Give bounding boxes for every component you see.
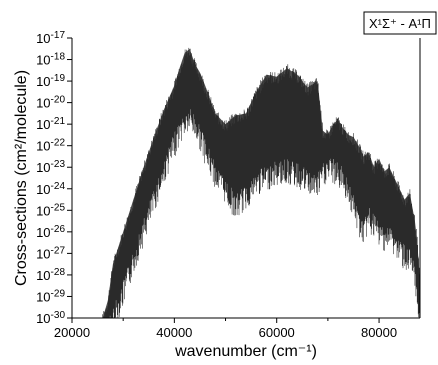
y-tick-label: 10-24	[36, 181, 65, 197]
plot-area	[97, 47, 420, 318]
legend-label: X¹Σ⁺ - A¹Π	[369, 16, 431, 31]
x-axis-ticks: 20000 40000 60000 80000	[54, 318, 397, 340]
legend-box	[363, 11, 437, 35]
y-tick-label: 10-22	[36, 138, 65, 154]
y-tick-label: 10-26	[36, 224, 65, 240]
axes	[71, 38, 421, 319]
y-tick-label: 10-18	[36, 52, 65, 68]
y-axis-ticks: 10-30 10-29 10-28 10-27 10-26 10-25 10-24 10-23…	[36, 30, 72, 326]
y-tick-label: 10-19	[36, 73, 65, 89]
y-tick-label: 10-28	[36, 267, 65, 283]
y-tick-label: 10-29	[36, 288, 65, 304]
y-tick-label: 10-17	[36, 30, 65, 46]
y-tick-label: 10-21	[36, 116, 65, 132]
y-tick-label: 10-25	[36, 202, 65, 218]
x-tick-label: 60000	[259, 325, 295, 340]
y-axis-title: Cross-sections (cm²/molecule)	[13, 70, 30, 286]
spectrum-series	[97, 47, 420, 318]
x-tick-label: 80000	[361, 325, 397, 340]
y-tick-label: 10-30	[36, 310, 65, 326]
y-tick-label: 10-27	[36, 245, 65, 261]
y-tick-label: 10-23	[36, 159, 65, 175]
spectrum-lines	[100, 47, 420, 318]
x-tick-label: 20000	[54, 325, 90, 340]
x-axis-title: wavenumber (cm⁻¹)	[174, 343, 317, 360]
y-tick-label: 10-20	[36, 95, 65, 111]
x-tick-label: 40000	[156, 325, 192, 340]
legend: X¹Σ⁺ - A¹Π	[363, 11, 437, 35]
